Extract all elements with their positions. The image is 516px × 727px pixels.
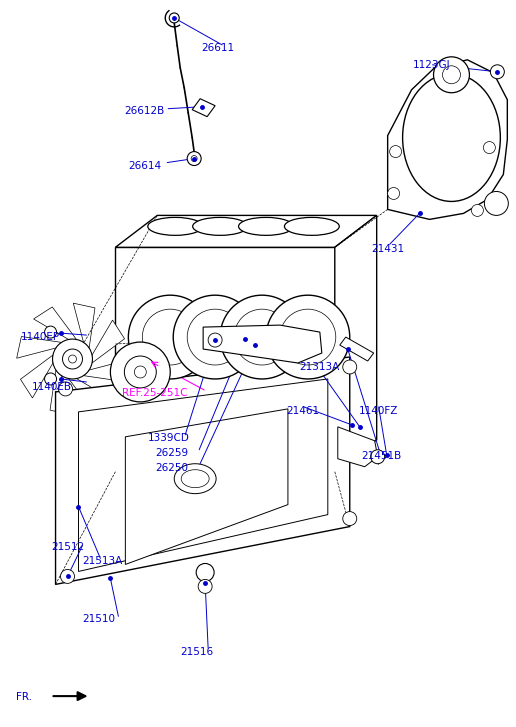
Circle shape [124, 356, 156, 388]
Polygon shape [116, 247, 335, 472]
Circle shape [433, 57, 470, 93]
Text: 21461: 21461 [286, 406, 319, 416]
Polygon shape [340, 337, 374, 361]
Circle shape [485, 191, 508, 215]
Text: 21513A: 21513A [82, 556, 122, 566]
Polygon shape [84, 360, 128, 382]
Text: 26612B: 26612B [124, 106, 165, 116]
Circle shape [53, 339, 92, 379]
Text: 26611: 26611 [201, 43, 234, 53]
Circle shape [266, 295, 350, 379]
Ellipse shape [402, 73, 501, 201]
Polygon shape [34, 307, 76, 340]
Text: 1123GJ: 1123GJ [412, 60, 450, 70]
Polygon shape [92, 320, 124, 363]
Text: REF.25-251C: REF.25-251C [122, 387, 187, 398]
Text: 21451B: 21451B [361, 451, 401, 462]
Polygon shape [338, 427, 378, 467]
Circle shape [142, 309, 198, 365]
Text: 21510: 21510 [82, 614, 115, 624]
Text: 1140EP: 1140EP [21, 332, 60, 342]
Circle shape [169, 13, 179, 23]
Ellipse shape [192, 217, 248, 236]
Circle shape [62, 349, 83, 369]
Polygon shape [116, 215, 377, 247]
Ellipse shape [238, 217, 294, 236]
Circle shape [234, 309, 290, 365]
Circle shape [220, 295, 304, 379]
Circle shape [44, 373, 57, 385]
Ellipse shape [284, 217, 340, 236]
Circle shape [208, 333, 222, 347]
Circle shape [280, 309, 336, 365]
Text: 1140FZ: 1140FZ [358, 406, 398, 416]
Circle shape [443, 66, 460, 84]
Polygon shape [203, 325, 322, 363]
Circle shape [69, 355, 76, 363]
Polygon shape [69, 379, 111, 411]
Circle shape [110, 342, 170, 402]
Circle shape [370, 450, 384, 464]
Circle shape [390, 145, 401, 158]
Circle shape [60, 569, 74, 583]
Circle shape [198, 579, 212, 593]
Circle shape [173, 295, 257, 379]
Text: FR.: FR. [16, 692, 32, 702]
Circle shape [196, 563, 214, 582]
Polygon shape [73, 303, 95, 348]
Text: 26250: 26250 [155, 463, 188, 473]
Circle shape [343, 360, 357, 374]
Ellipse shape [174, 464, 216, 494]
Circle shape [44, 326, 57, 338]
Polygon shape [17, 337, 61, 358]
Text: 1140EB: 1140EB [31, 382, 72, 392]
Circle shape [128, 295, 212, 379]
Polygon shape [125, 409, 288, 564]
Circle shape [187, 151, 201, 166]
Polygon shape [21, 355, 53, 398]
Polygon shape [78, 379, 328, 571]
Polygon shape [335, 215, 377, 472]
Ellipse shape [148, 217, 203, 236]
Text: 26259: 26259 [155, 449, 188, 459]
Circle shape [187, 309, 243, 365]
Text: 21512: 21512 [51, 542, 84, 552]
Text: 1339CD: 1339CD [148, 433, 189, 443]
Text: 26614: 26614 [128, 161, 162, 171]
Circle shape [134, 366, 147, 378]
Circle shape [343, 512, 357, 526]
Circle shape [58, 382, 73, 396]
Circle shape [472, 204, 483, 217]
Polygon shape [192, 99, 215, 116]
Polygon shape [388, 60, 507, 220]
Circle shape [483, 142, 495, 153]
Polygon shape [50, 370, 72, 415]
Circle shape [191, 156, 197, 161]
Text: 21313A: 21313A [299, 362, 340, 372]
Ellipse shape [181, 470, 209, 488]
Text: 21431: 21431 [371, 244, 405, 254]
Circle shape [490, 65, 504, 79]
Text: 21516: 21516 [180, 647, 213, 657]
Circle shape [388, 188, 399, 199]
Polygon shape [56, 357, 350, 585]
